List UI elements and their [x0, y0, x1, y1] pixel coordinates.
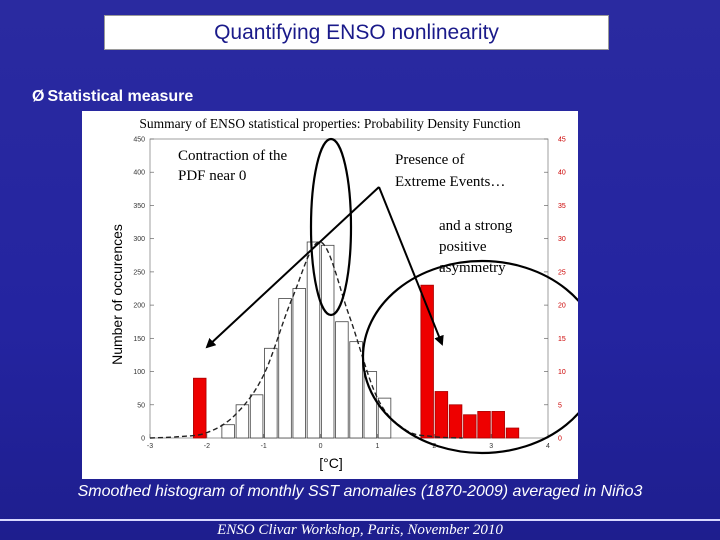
left-tick-label: 100	[133, 369, 145, 376]
bullet-text: Statistical measure	[47, 88, 194, 105]
left-tick-label: 150	[133, 336, 145, 343]
white-bar	[264, 347, 278, 439]
annotation-extreme-line: Presence of	[395, 152, 465, 168]
white-bar	[235, 404, 250, 439]
figure-caption: Smoothed histogram of monthly SST anomal…	[77, 483, 643, 500]
x-tick-label: 1	[375, 443, 379, 450]
red-bar	[505, 427, 520, 439]
slide-title: Quantifying ENSO nonlinearity	[104, 15, 609, 50]
left-tick-label: 50	[137, 402, 145, 409]
white-bar	[335, 321, 349, 439]
tail-ellipse	[361, 259, 578, 455]
x-tick-label: -2	[204, 443, 210, 450]
right-tick-label: 45	[558, 137, 566, 144]
annotation-contraction-line: Contraction of the	[178, 148, 287, 164]
red-bar	[463, 414, 477, 439]
annotation-asymmetry-line: and a strong	[439, 218, 513, 234]
bullet-arrow-icon: Ø	[32, 88, 45, 105]
right-tick-label: 10	[558, 369, 566, 376]
bullet-statistical-measure: Ø Statistical measure	[32, 88, 193, 106]
left-tick-label: 350	[133, 203, 145, 210]
white-bar	[292, 288, 306, 439]
right-tick-label: 30	[558, 236, 566, 243]
x-tick-label: -1	[261, 443, 267, 450]
white-bar	[221, 424, 235, 439]
center-ellipse	[309, 137, 353, 317]
right-tick-label: 5	[558, 402, 562, 409]
pdf-chart: Summary of ENSO statistical properties: …	[109, 116, 578, 471]
x-tick-label: 0	[319, 443, 323, 450]
left-tick-label: 200	[133, 303, 145, 310]
annotation-asymmetry-line: positive	[439, 239, 487, 255]
red-bar	[491, 411, 505, 439]
white-bar	[249, 394, 264, 439]
white-bar	[349, 341, 363, 439]
pdf-figure: Summary of ENSO statistical properties: …	[82, 111, 578, 479]
left-tick-label: 300	[133, 236, 145, 243]
arrow-extreme-neg	[205, 186, 380, 349]
left-tick-label: 0	[141, 436, 145, 443]
arrow-extreme-pos	[378, 186, 444, 346]
left-tick-label: 400	[133, 170, 145, 177]
red-bar	[477, 411, 491, 439]
x-tick-label: -3	[147, 443, 153, 450]
right-tick-label: 20	[558, 303, 566, 310]
annotation-contraction-line: PDF near 0	[178, 168, 246, 184]
red-bar	[434, 391, 449, 439]
x-tick-label: 4	[546, 443, 550, 450]
right-tick-label: 0	[558, 436, 562, 443]
plot-frame	[149, 138, 549, 439]
chart-title: Summary of ENSO statistical properties: …	[139, 116, 521, 131]
red-bar	[193, 377, 207, 439]
x-tick-label: 3	[489, 443, 493, 450]
footer-divider	[0, 519, 720, 521]
left-tick-label: 250	[133, 269, 145, 276]
white-bar	[320, 244, 335, 439]
right-tick-label: 15	[558, 336, 566, 343]
red-bar	[420, 284, 434, 439]
right-tick-label: 40	[558, 170, 566, 177]
annotation-asymmetry-line: asymmetry	[439, 260, 506, 276]
footer-text: ENSO Clivar Workshop, Paris, November 20…	[217, 522, 503, 538]
right-tick-label: 25	[558, 269, 566, 276]
x-axis-label: [°C]	[319, 455, 343, 471]
left-tick-label: 450	[133, 137, 145, 144]
x-tick-label: 2	[432, 443, 436, 450]
right-tick-label: 35	[558, 203, 566, 210]
y-axis-label: Number of occurences	[109, 224, 125, 365]
red-bar	[448, 404, 463, 439]
white-bar	[278, 298, 292, 439]
annotation-extreme-line: Extreme Events…	[395, 174, 505, 190]
